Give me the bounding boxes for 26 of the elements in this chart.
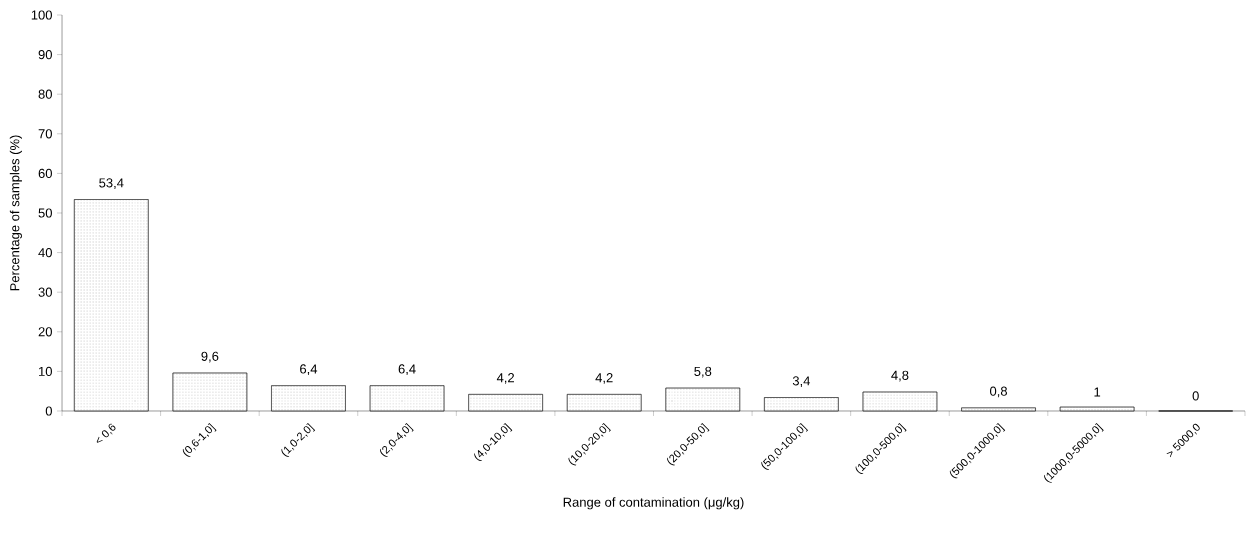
data-label: 4,2 xyxy=(595,373,613,384)
y-tick-label: 100 xyxy=(31,10,52,20)
y-tick-label: 80 xyxy=(38,89,52,99)
x-axis-title: Range of contamination (μg/kg) xyxy=(563,497,744,510)
data-label: 1 xyxy=(1094,387,1101,397)
y-tick-label: 0 xyxy=(45,406,52,416)
data-label: 0 xyxy=(1192,391,1199,401)
data-label: 9,6 xyxy=(201,351,219,363)
data-label: 53,4 xyxy=(99,178,124,189)
y-tick-label: 70 xyxy=(38,129,52,139)
data-label: 6,4 xyxy=(398,364,416,376)
data-label: 3,4 xyxy=(792,376,811,387)
y-tick-label: 60 xyxy=(38,168,52,178)
y-tick-label: 10 xyxy=(39,366,52,376)
y-tick-label: 90 xyxy=(38,49,52,60)
y-tick-label: 20 xyxy=(38,327,52,337)
y-tick-label: 50 xyxy=(38,208,52,218)
data-label: 0,8 xyxy=(990,386,1007,398)
data-label: 6,4 xyxy=(300,364,318,376)
y-tick-label: 30 xyxy=(38,287,52,297)
data-label: 4,2 xyxy=(496,373,515,384)
data-label: 4,8 xyxy=(891,370,909,382)
data-label: 5,8 xyxy=(694,366,712,378)
y-tick-label: 40 xyxy=(38,247,52,258)
x-tick-label: < 0,6 xyxy=(96,423,116,443)
y-axis-title: Percentage of samples (%) xyxy=(9,135,22,291)
